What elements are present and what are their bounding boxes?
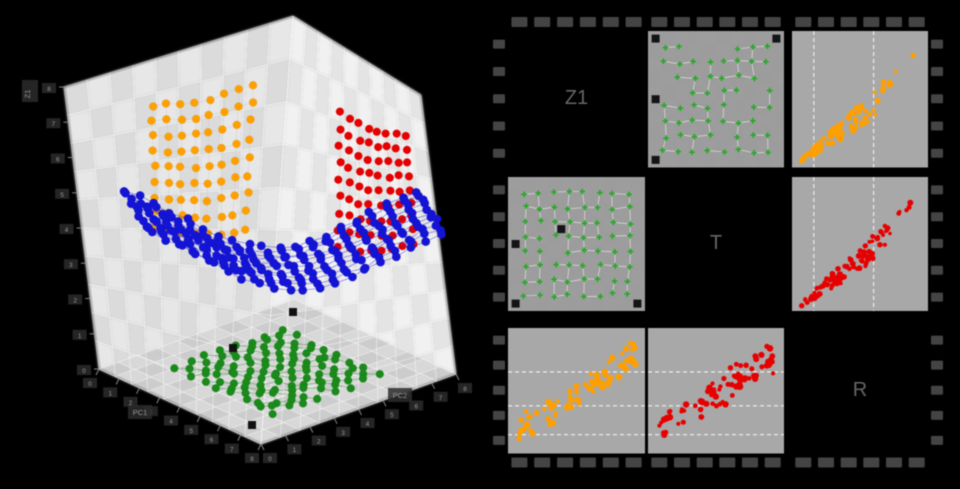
svg-text:Z1: Z1 <box>565 87 588 109</box>
svg-text:R: R <box>853 379 867 401</box>
svg-text:T: T <box>710 232 722 254</box>
